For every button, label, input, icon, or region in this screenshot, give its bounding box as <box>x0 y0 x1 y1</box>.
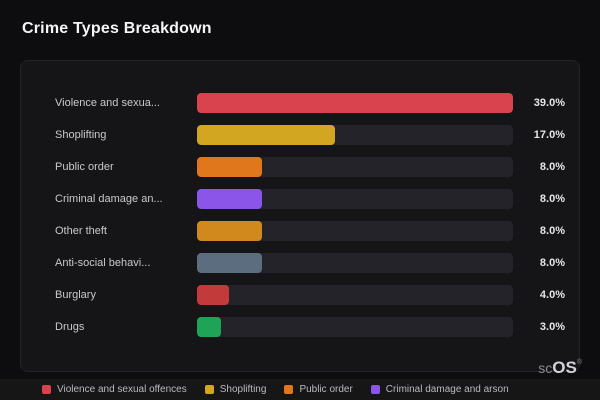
bar-segment[interactable] <box>197 125 335 145</box>
registered-mark: ® <box>576 359 582 366</box>
bar-track <box>197 125 513 145</box>
chart-title: Crime Types Breakdown <box>22 20 212 37</box>
category-label: Criminal damage an... <box>55 193 163 205</box>
logo-prefix: sc <box>538 360 553 376</box>
legend-swatch <box>42 385 51 394</box>
legend-item[interactable]: Public order <box>284 384 353 395</box>
bar-track <box>197 157 513 177</box>
bar-segment[interactable] <box>197 253 262 273</box>
bar-chart: Violence and sexua... 39.0% Shoplifting 17.… <box>21 61 579 343</box>
legend-label: Public order <box>299 384 353 395</box>
bar-row: Violence and sexua... 39.0% <box>21 87 579 119</box>
chart-legend: Violence and sexual offences Shoplifting P… <box>0 379 600 400</box>
bar-row: Public order 8.0% <box>21 151 579 183</box>
bar-track <box>197 285 513 305</box>
bar-track <box>197 221 513 241</box>
logo-main: OS <box>552 358 577 377</box>
chart-card: Violence and sexua... 39.0% Shoplifting 17.… <box>20 60 580 372</box>
category-label: Anti-social behavi... <box>55 257 151 269</box>
legend-item[interactable]: Criminal damage and arson <box>370 384 509 395</box>
legend-swatch <box>284 385 294 394</box>
bar-track <box>197 189 513 209</box>
bar-track <box>197 317 513 337</box>
legend-swatch <box>204 385 214 394</box>
bar-row: Criminal damage an... 8.0% <box>21 183 579 215</box>
category-label: Shoplifting <box>55 129 107 141</box>
bar-row: Other theft 8.0% <box>21 215 579 247</box>
scos-logo: scOS® <box>538 359 582 376</box>
category-label: Violence and sexua... <box>55 97 160 109</box>
bar-segment[interactable] <box>197 221 262 241</box>
bar-row: Shoplifting 17.0% <box>21 119 579 151</box>
value-label: 3.0% <box>539 321 565 333</box>
value-label: 4.0% <box>539 289 565 301</box>
value-label: 39.0% <box>533 97 565 109</box>
category-label: Drugs <box>55 321 85 333</box>
bar-row: Burglary 4.0% <box>21 279 579 311</box>
legend-label: Criminal damage and arson <box>385 384 509 395</box>
bar-track <box>197 93 513 113</box>
bar-track <box>197 253 513 273</box>
value-label: 8.0% <box>539 161 565 173</box>
category-label: Public order <box>55 161 114 173</box>
bar-row: Drugs 3.0% <box>21 311 579 343</box>
legend-label: Shoplifting <box>219 384 267 395</box>
bar-segment[interactable] <box>197 317 222 337</box>
bar-segment[interactable] <box>197 157 262 177</box>
bar-segment[interactable] <box>197 93 513 113</box>
category-label: Other theft <box>55 225 107 237</box>
bar-segment[interactable] <box>197 189 262 209</box>
value-label: 17.0% <box>533 129 565 141</box>
legend-item[interactable]: Violence and sexual offences <box>42 384 187 395</box>
value-label: 8.0% <box>539 193 565 205</box>
legend-item[interactable]: Shoplifting <box>204 384 267 395</box>
legend-swatch <box>370 385 380 394</box>
bar-segment[interactable] <box>197 285 230 305</box>
legend-label: Violence and sexual offences <box>57 384 187 395</box>
category-label: Burglary <box>55 289 96 301</box>
bar-row: Anti-social behavi... 8.0% <box>21 247 579 279</box>
value-label: 8.0% <box>539 225 565 237</box>
value-label: 8.0% <box>539 257 565 269</box>
